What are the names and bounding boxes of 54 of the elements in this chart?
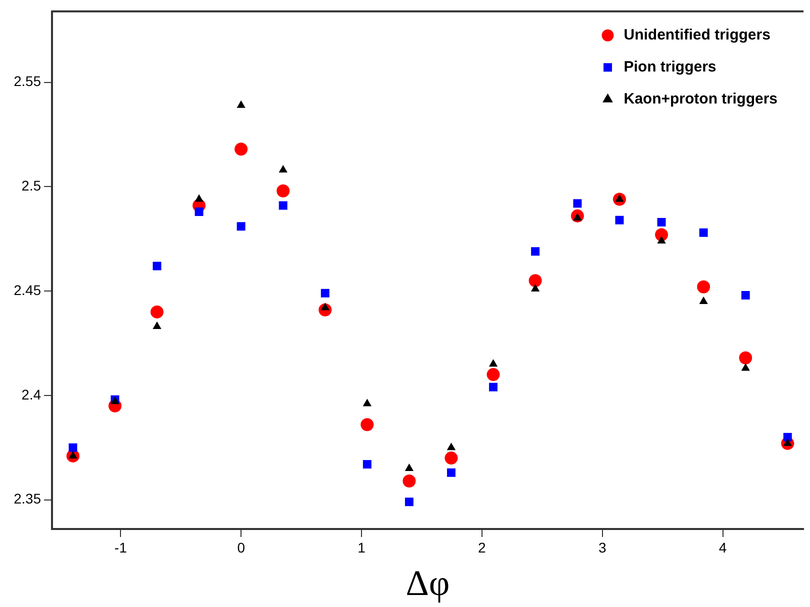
point [402, 474, 416, 488]
legend-label: Unidentified triggers [624, 26, 770, 44]
point [236, 222, 246, 231]
point [699, 296, 708, 304]
point [194, 194, 204, 202]
point [573, 199, 582, 208]
point [528, 274, 542, 288]
point [444, 452, 458, 465]
point [446, 442, 456, 450]
point [739, 351, 752, 364]
point [489, 382, 498, 392]
point [68, 443, 78, 452]
x-tick-label: 0 [237, 539, 246, 556]
y-tick-label: 2.4 [22, 386, 42, 402]
legend-label: Pion triggers [624, 58, 716, 76]
x-tick-label: 1 [358, 539, 366, 556]
point [360, 418, 374, 432]
legend-label: Kaon+proton triggers [624, 90, 778, 108]
point [194, 208, 204, 216]
y-tick-label: 2.35 [14, 490, 42, 507]
point [278, 201, 288, 210]
point [236, 100, 246, 108]
point [615, 216, 624, 224]
y-tick-label: 2.45 [14, 282, 42, 298]
point [276, 184, 290, 198]
point [530, 284, 540, 292]
point [278, 165, 288, 173]
point [362, 460, 372, 469]
point [150, 305, 164, 318]
point [488, 359, 498, 367]
point [404, 498, 414, 506]
point [152, 262, 162, 270]
y-tick-label: 2.55 [14, 73, 42, 90]
x-axis-title: Δφ [406, 562, 450, 603]
point [404, 463, 414, 471]
point [741, 363, 750, 371]
point [741, 291, 750, 300]
point [446, 468, 456, 477]
x-tick-label: 3 [598, 539, 606, 556]
point [152, 322, 162, 330]
point [657, 236, 666, 244]
x-tick-label: -1 [114, 539, 128, 556]
point [657, 218, 666, 226]
point [234, 142, 248, 156]
x-tick-label: 4 [718, 539, 727, 556]
y-tick-label: 2.5 [22, 178, 42, 194]
point [699, 228, 708, 237]
point [486, 368, 500, 382]
point [362, 398, 372, 406]
x-tick-label: 2 [478, 539, 486, 556]
point [320, 288, 330, 298]
point [531, 247, 540, 256]
point [783, 432, 792, 442]
point [697, 280, 710, 294]
